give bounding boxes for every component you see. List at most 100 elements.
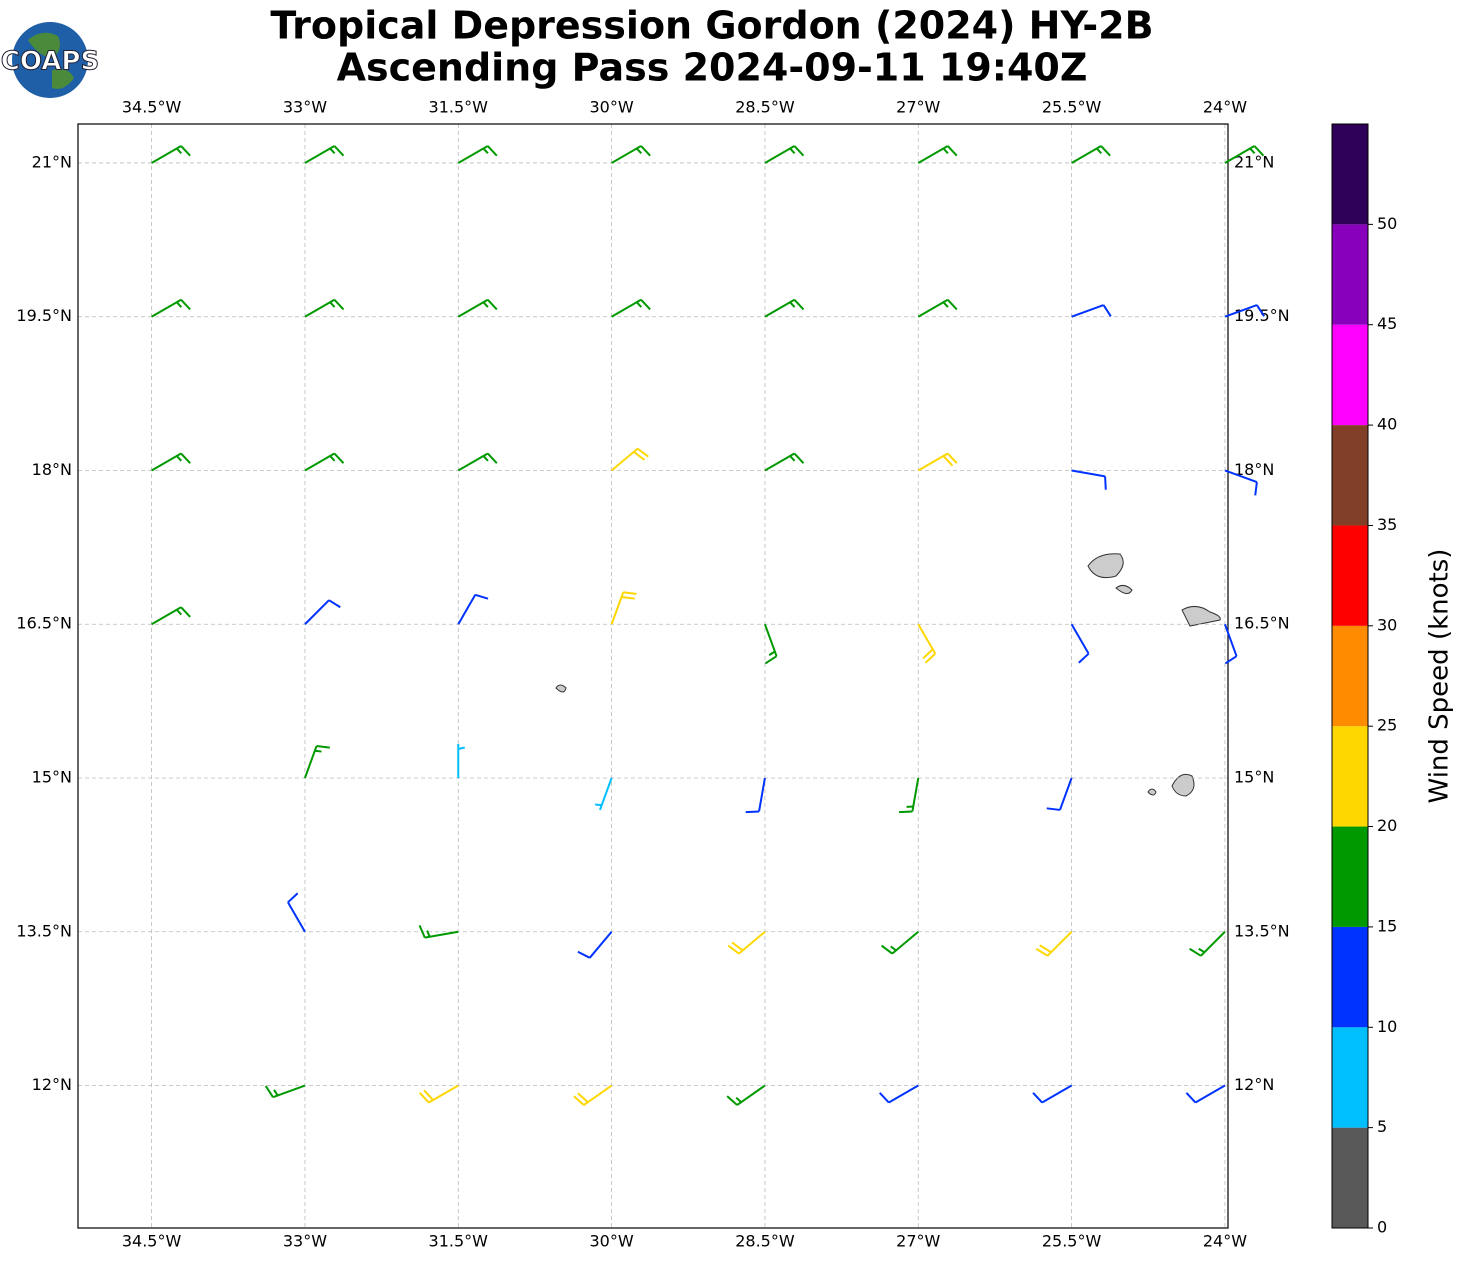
wind-barb <box>287 892 306 933</box>
wind-barb <box>151 606 191 626</box>
wind-barb <box>304 452 345 472</box>
x-tick-label: 30°W <box>590 98 634 117</box>
wind-barb <box>1046 777 1073 811</box>
island <box>1171 773 1195 797</box>
islands <box>555 553 1221 797</box>
wind-barb <box>303 745 330 779</box>
logo-land <box>28 32 74 89</box>
wind-barb <box>457 593 489 625</box>
y-tick-label: 21°N <box>1234 152 1274 171</box>
y-tick-label: 18°N <box>1234 460 1274 479</box>
colorbar-tick-label: 20 <box>1377 816 1397 835</box>
wind-barb <box>764 452 805 472</box>
x-tick-label: 33°W <box>283 1232 327 1251</box>
x-tick-label: 31.5°W <box>429 1232 489 1251</box>
logo-text: COAPS <box>1 47 99 77</box>
island <box>1181 606 1221 627</box>
colorbar-segment <box>1332 625 1368 727</box>
x-tick-label: 24°W <box>1203 98 1247 117</box>
wind-barb <box>151 298 191 318</box>
wind-barb <box>1223 623 1238 665</box>
colorbar-segment <box>1332 1027 1368 1128</box>
wind-barb <box>917 145 958 164</box>
x-tick-label: 27°W <box>896 98 940 117</box>
island <box>1147 788 1157 796</box>
x-tick-label: 31.5°W <box>429 98 489 117</box>
island <box>1087 553 1124 579</box>
wind-barb <box>610 591 637 625</box>
y-tick-label: 16.5°N <box>16 614 72 633</box>
x-tick-label: 28.5°W <box>735 98 795 117</box>
wind-barb <box>1071 145 1111 164</box>
wind-barb <box>457 298 498 318</box>
chart-subtitle: Ascending Pass 2024-09-11 19:40Z <box>337 46 1088 90</box>
y-tick-label: 16.5°N <box>1234 614 1290 633</box>
colorbar-tick-label: 40 <box>1377 415 1397 434</box>
colorbar-label: Wind Speed (knots) <box>1425 549 1455 804</box>
wind-barb <box>594 777 613 811</box>
wind-barb <box>418 924 459 939</box>
x-tick-label: 33°W <box>283 98 327 117</box>
wind-barb <box>1071 304 1112 318</box>
colorbar-segment <box>1332 826 1368 927</box>
colorbar-tick-label: 5 <box>1377 1117 1387 1136</box>
y-tick-label: 19.5°N <box>1234 306 1290 325</box>
island <box>1115 584 1133 594</box>
wind-barb <box>611 298 651 318</box>
x-tick-label: 27°W <box>896 1232 940 1251</box>
y-tick-label: 13.5°N <box>1234 921 1290 940</box>
y-tick-label: 15°N <box>32 767 72 786</box>
colorbar-tick-label: 15 <box>1377 916 1397 935</box>
y-tick-label: 12°N <box>1234 1075 1274 1094</box>
wind-barb <box>726 1084 766 1106</box>
colorbar-tick-label: 30 <box>1377 615 1397 634</box>
colorbar-tick-label: 50 <box>1377 214 1397 233</box>
wind-barb <box>763 623 778 665</box>
wind-barb <box>1224 145 1265 164</box>
island <box>555 684 567 693</box>
wind-barb <box>764 145 805 164</box>
colorbar-tick-label: 0 <box>1377 1218 1387 1237</box>
x-tick-label: 30°W <box>590 1232 634 1251</box>
wind-barb <box>457 145 498 164</box>
wind-barb <box>878 1084 919 1104</box>
y-tick-label: 18°N <box>32 460 72 479</box>
colorbar-segment <box>1332 726 1368 827</box>
x-tick-label: 34.5°W <box>122 1232 182 1251</box>
wind-barb <box>1035 931 1073 957</box>
wind-barb <box>1185 1084 1226 1104</box>
wind-barb <box>1070 623 1090 664</box>
colorbar-segment <box>1332 1127 1368 1228</box>
colorbar-segment <box>1332 324 1368 426</box>
wind-barb <box>304 298 345 318</box>
wind-barb <box>304 599 341 625</box>
wind-barb <box>898 777 920 814</box>
wind-barb <box>577 931 613 959</box>
x-tick-label: 28.5°W <box>735 1232 795 1251</box>
wind-barb <box>917 623 937 664</box>
colorbar-tick-label: 35 <box>1377 515 1397 534</box>
x-tick-label: 25.5°W <box>1042 98 1102 117</box>
colorbar-tick-label: 10 <box>1377 1017 1397 1036</box>
x-tick-label: 34.5°W <box>122 98 182 117</box>
wind-barb <box>1224 469 1258 496</box>
wind-barb <box>917 298 958 318</box>
colorbar-segment <box>1332 224 1368 325</box>
y-tick-label: 15°N <box>1234 767 1274 786</box>
colorbar-tick-label: 25 <box>1377 716 1397 735</box>
wind-barb <box>457 743 465 778</box>
wind-barb <box>1189 931 1226 957</box>
y-tick-label: 21°N <box>32 152 72 171</box>
wind-barb <box>151 452 191 472</box>
colorbar-tick-label: 45 <box>1377 314 1397 333</box>
wind-barb <box>304 145 345 164</box>
wind-barb <box>610 447 649 472</box>
wind-barb <box>1032 1084 1073 1104</box>
wind-barb <box>264 1084 306 1099</box>
y-tick-label: 12°N <box>32 1075 72 1094</box>
wind-barb <box>457 452 498 472</box>
wind-barb <box>1224 304 1265 318</box>
colorbar-segment <box>1332 926 1368 1028</box>
wind-barb <box>573 1084 613 1106</box>
